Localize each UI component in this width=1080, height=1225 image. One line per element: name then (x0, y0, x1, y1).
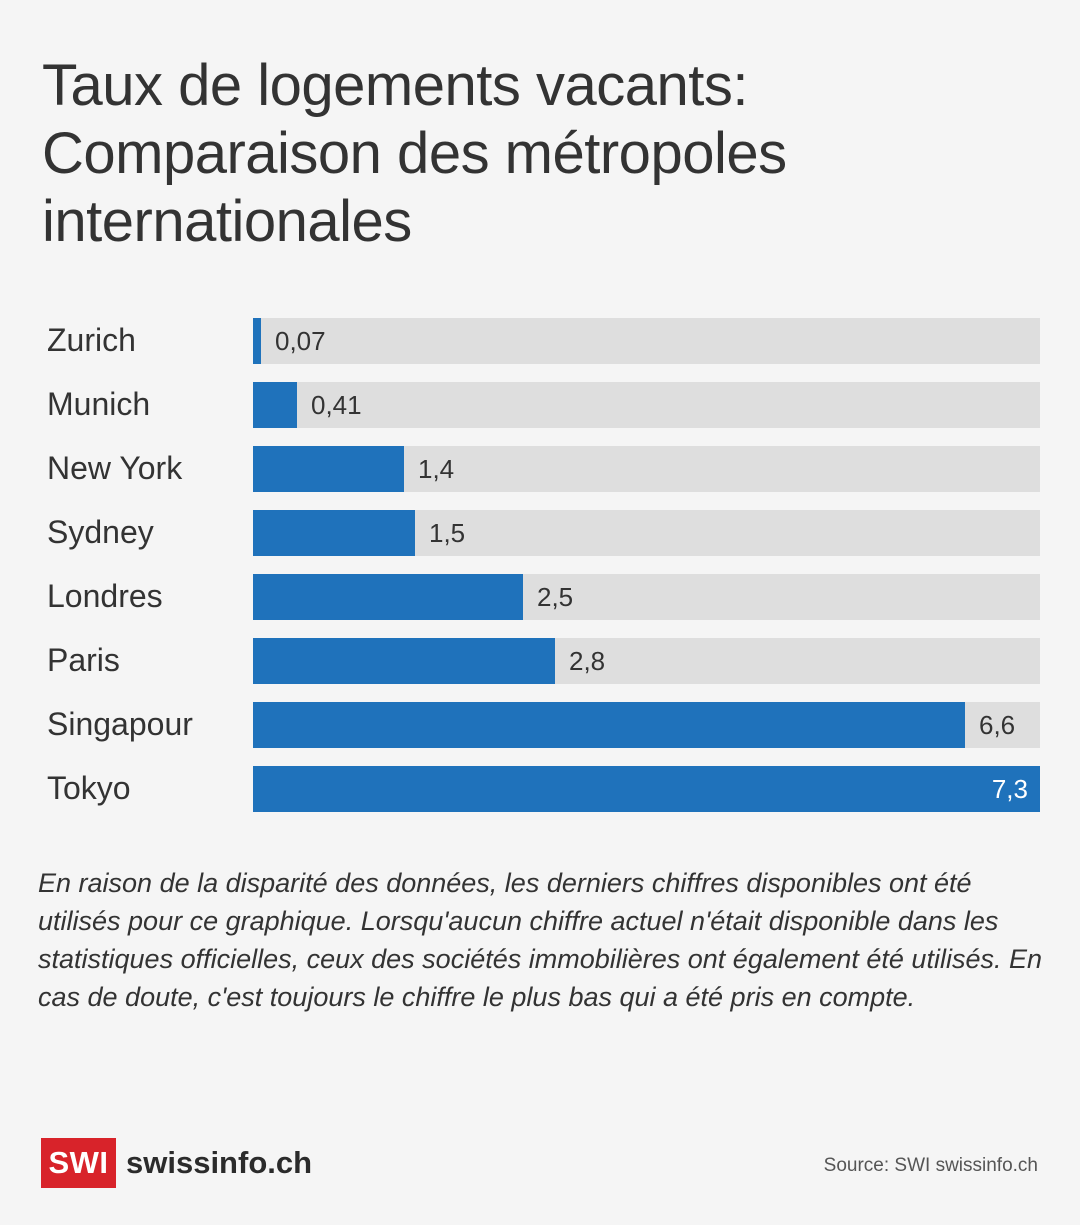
bar (253, 766, 1040, 812)
bar-track: 1,5 (253, 510, 1040, 556)
value-label: 2,8 (569, 646, 606, 676)
bar-row: New York 1,4 (0, 444, 1080, 492)
category-label: Singapour (47, 706, 193, 742)
swissinfo-logo[interactable]: SWI swissinfo.ch (41, 1138, 312, 1188)
bar-chart: Zurich 0,07 Munich 0,41 New York 1,4 Sydney 1,5… (0, 316, 1080, 816)
value-label: 0,07 (275, 326, 326, 356)
bar-row: Zurich 0,07 (0, 316, 1080, 364)
title-line-1: Taux de logements vacants: (42, 53, 748, 118)
bar (253, 382, 297, 428)
value-label: 6,6 (979, 710, 1016, 740)
bar (253, 510, 415, 556)
category-label: Zurich (47, 322, 136, 358)
logo-wordmark: swissinfo.ch (126, 1145, 313, 1180)
bar (253, 638, 555, 684)
value-label: 1,5 (429, 518, 466, 548)
bar-row: Singapour 6,6 (0, 700, 1080, 748)
bar-track: 0,07 (253, 318, 1040, 364)
title-line-3: internationales (42, 189, 412, 254)
category-label: New York (47, 450, 183, 486)
bar-track: 6,6 (253, 702, 1040, 748)
category-label: Munich (47, 386, 151, 422)
source-text: Source: SWI swissinfo.ch (823, 1155, 1038, 1176)
bar-track: 0,41 (253, 382, 1040, 428)
bar-track: 2,8 (253, 638, 1040, 684)
bar (253, 318, 261, 364)
footnote: En raison de la disparité des données, l… (38, 868, 1042, 1012)
bar-row: Munich 0,41 (0, 380, 1080, 428)
bar-track: 2,5 (253, 574, 1040, 620)
bar-track: 7,3 (253, 766, 1040, 812)
bar-row: Sydney 1,5 (0, 508, 1080, 556)
bar (253, 446, 404, 492)
bar-track: 1,4 (253, 446, 1040, 492)
bar-row: Tokyo 7,3 (0, 764, 1080, 812)
category-label: Paris (47, 642, 120, 678)
value-label: 7,3 (991, 774, 1028, 804)
bar-row: Paris 2,8 (0, 636, 1080, 684)
category-label: Londres (47, 578, 163, 614)
category-label: Tokyo (47, 770, 131, 806)
bar (253, 574, 523, 620)
bar-row: Londres 2,5 (0, 572, 1080, 620)
value-label: 1,4 (418, 454, 455, 484)
value-label: 2,5 (537, 582, 574, 612)
title-line-2: Comparaison des métropoles (42, 121, 787, 186)
category-label: Sydney (47, 514, 154, 550)
swi-logo-box: SWI (41, 1138, 116, 1188)
bar (253, 702, 965, 748)
value-label: 0,41 (311, 390, 362, 420)
chart-title: Taux de logements vacants: Comparaison d… (42, 52, 1042, 256)
